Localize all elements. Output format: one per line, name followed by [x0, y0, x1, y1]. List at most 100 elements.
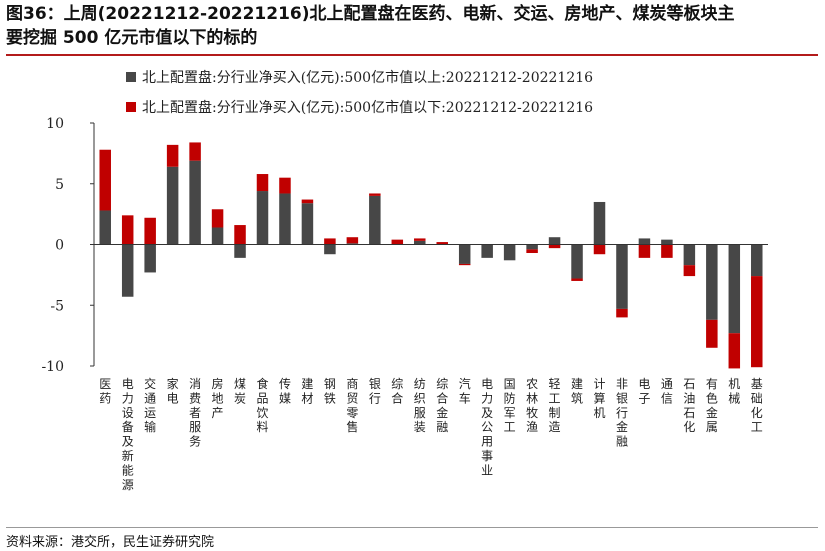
bar-below-500	[211, 209, 224, 228]
category-label: 国防军工	[504, 377, 516, 434]
category-label: 综合金融	[436, 377, 448, 434]
category-label: 煤炭	[234, 377, 246, 405]
bar-below-500	[548, 244, 561, 249]
category-label: 消费者服务	[189, 377, 201, 449]
bar-above-500	[593, 201, 606, 245]
bar-below-500	[593, 244, 606, 255]
category-label: 石油石化	[683, 377, 695, 434]
source-note: 资料来源：港交所，民生证券研究院	[6, 535, 215, 550]
bar-above-500	[458, 244, 471, 264]
bar-above-500	[211, 227, 224, 245]
bar-below-500	[166, 144, 179, 167]
bar-below-500	[144, 217, 156, 245]
category-label: 纺织服装	[414, 377, 426, 434]
category-label: 有色金属	[706, 377, 718, 434]
bar-below-500	[661, 244, 673, 258]
bar-above-500	[189, 160, 201, 245]
bar-above-500	[503, 244, 516, 261]
category-label: 家电	[167, 376, 179, 405]
bar-above-500	[728, 244, 741, 334]
figure-title-line-2: 要挖掘 500 亿元市值以下的标的	[6, 28, 258, 48]
bar-below-500	[279, 177, 291, 194]
bar-above-500	[369, 195, 381, 245]
legend-label-1: 北上配置盘:分行业净买入(亿元):500亿市值以上:20221212-20221…	[142, 69, 593, 86]
bar-above-500	[661, 239, 673, 245]
figure-title-line-1: 图36：上周(20221212-20221216)北上配置盘在医药、电新、交运、…	[6, 4, 735, 24]
bar-below-500	[256, 174, 269, 192]
category-label: 医药	[99, 377, 111, 405]
bar-above-500	[166, 166, 179, 245]
category-label: 银行	[369, 377, 381, 405]
title-divider	[6, 54, 818, 56]
bar-below-500	[99, 149, 111, 211]
stacked-bar-chart: 北上配置盘:分行业净买入(亿元):500亿市值以上:20221212-20221…	[41, 69, 768, 492]
category-label: 钢铁	[324, 377, 336, 405]
category-label: 通信	[661, 377, 673, 405]
bar-below-500	[706, 319, 718, 348]
bar-above-500	[301, 203, 314, 245]
bar-below-500	[436, 242, 448, 245]
bar-above-500	[346, 243, 359, 245]
category-label: 农林牧渔	[526, 377, 538, 434]
bar-above-500	[99, 210, 111, 245]
category-label: 商贸零售	[346, 376, 358, 434]
bar-below-500	[751, 276, 763, 368]
bar-below-500	[121, 215, 134, 245]
y-tick-label: 0	[55, 238, 64, 254]
bar-above-500	[324, 244, 336, 255]
y-tick-label: -10	[41, 359, 64, 375]
bar-below-500	[728, 333, 741, 369]
category-label: 交通运输	[144, 376, 156, 434]
category-label: 建筑	[571, 377, 583, 405]
category-label: 基础化工	[751, 377, 763, 434]
bar-above-500	[616, 244, 628, 309]
category-label: 计算机	[593, 377, 605, 420]
bar-below-500	[683, 265, 696, 277]
category-label: 电子	[638, 377, 650, 405]
bar-below-500	[458, 263, 471, 266]
y-tick-label: 5	[55, 177, 64, 193]
category-label: 机械	[728, 377, 740, 405]
bar-above-500	[121, 244, 134, 297]
y-tick-label: -5	[50, 298, 64, 314]
y-tick-label: 10	[46, 116, 64, 132]
bar-below-500	[346, 237, 359, 244]
bar-above-500	[751, 244, 763, 277]
category-label: 汽车	[459, 376, 471, 405]
bar-above-500	[481, 244, 493, 258]
category-label: 轻工制造	[549, 377, 561, 434]
bar-above-500	[256, 191, 269, 245]
bar-above-500	[706, 244, 718, 320]
bar-above-500	[571, 244, 583, 279]
bar-above-500	[279, 193, 291, 245]
bar-below-500	[324, 238, 336, 245]
bar-below-500	[301, 199, 314, 204]
bar-below-500	[638, 244, 651, 258]
bar-above-500	[234, 244, 246, 258]
category-label: 传媒	[279, 376, 291, 405]
bar-above-500	[526, 244, 538, 250]
legend-swatch-1	[126, 72, 136, 82]
legend-label-2: 北上配置盘:分行业净买入(亿元):500亿市值以下:20221212-20221…	[142, 99, 593, 116]
footer-divider	[6, 527, 818, 528]
category-label: 电力设备及新能源	[122, 377, 134, 492]
category-label: 非银行金融	[616, 377, 628, 449]
bar-above-500	[414, 240, 426, 245]
bar-below-500	[616, 308, 628, 318]
figure-title: 图36：上周(20221212-20221216)北上配置盘在医药、电新、交运、…	[6, 2, 818, 50]
category-label: 房地产	[212, 376, 224, 420]
category-label: 建材	[301, 377, 313, 405]
legend-swatch-2	[126, 102, 136, 112]
bar-above-500	[683, 244, 696, 266]
bar-above-500	[144, 244, 156, 273]
bar-above-500	[548, 237, 561, 245]
bar-below-500	[369, 193, 381, 196]
bar-below-500	[391, 239, 404, 245]
bar-below-500	[189, 142, 201, 161]
category-label: 电力及公用事业	[481, 377, 493, 477]
category-label: 综合	[391, 377, 403, 405]
bar-below-500	[234, 225, 246, 245]
bar-below-500	[526, 249, 538, 254]
bar-below-500	[414, 238, 426, 241]
bar-above-500	[638, 238, 651, 245]
